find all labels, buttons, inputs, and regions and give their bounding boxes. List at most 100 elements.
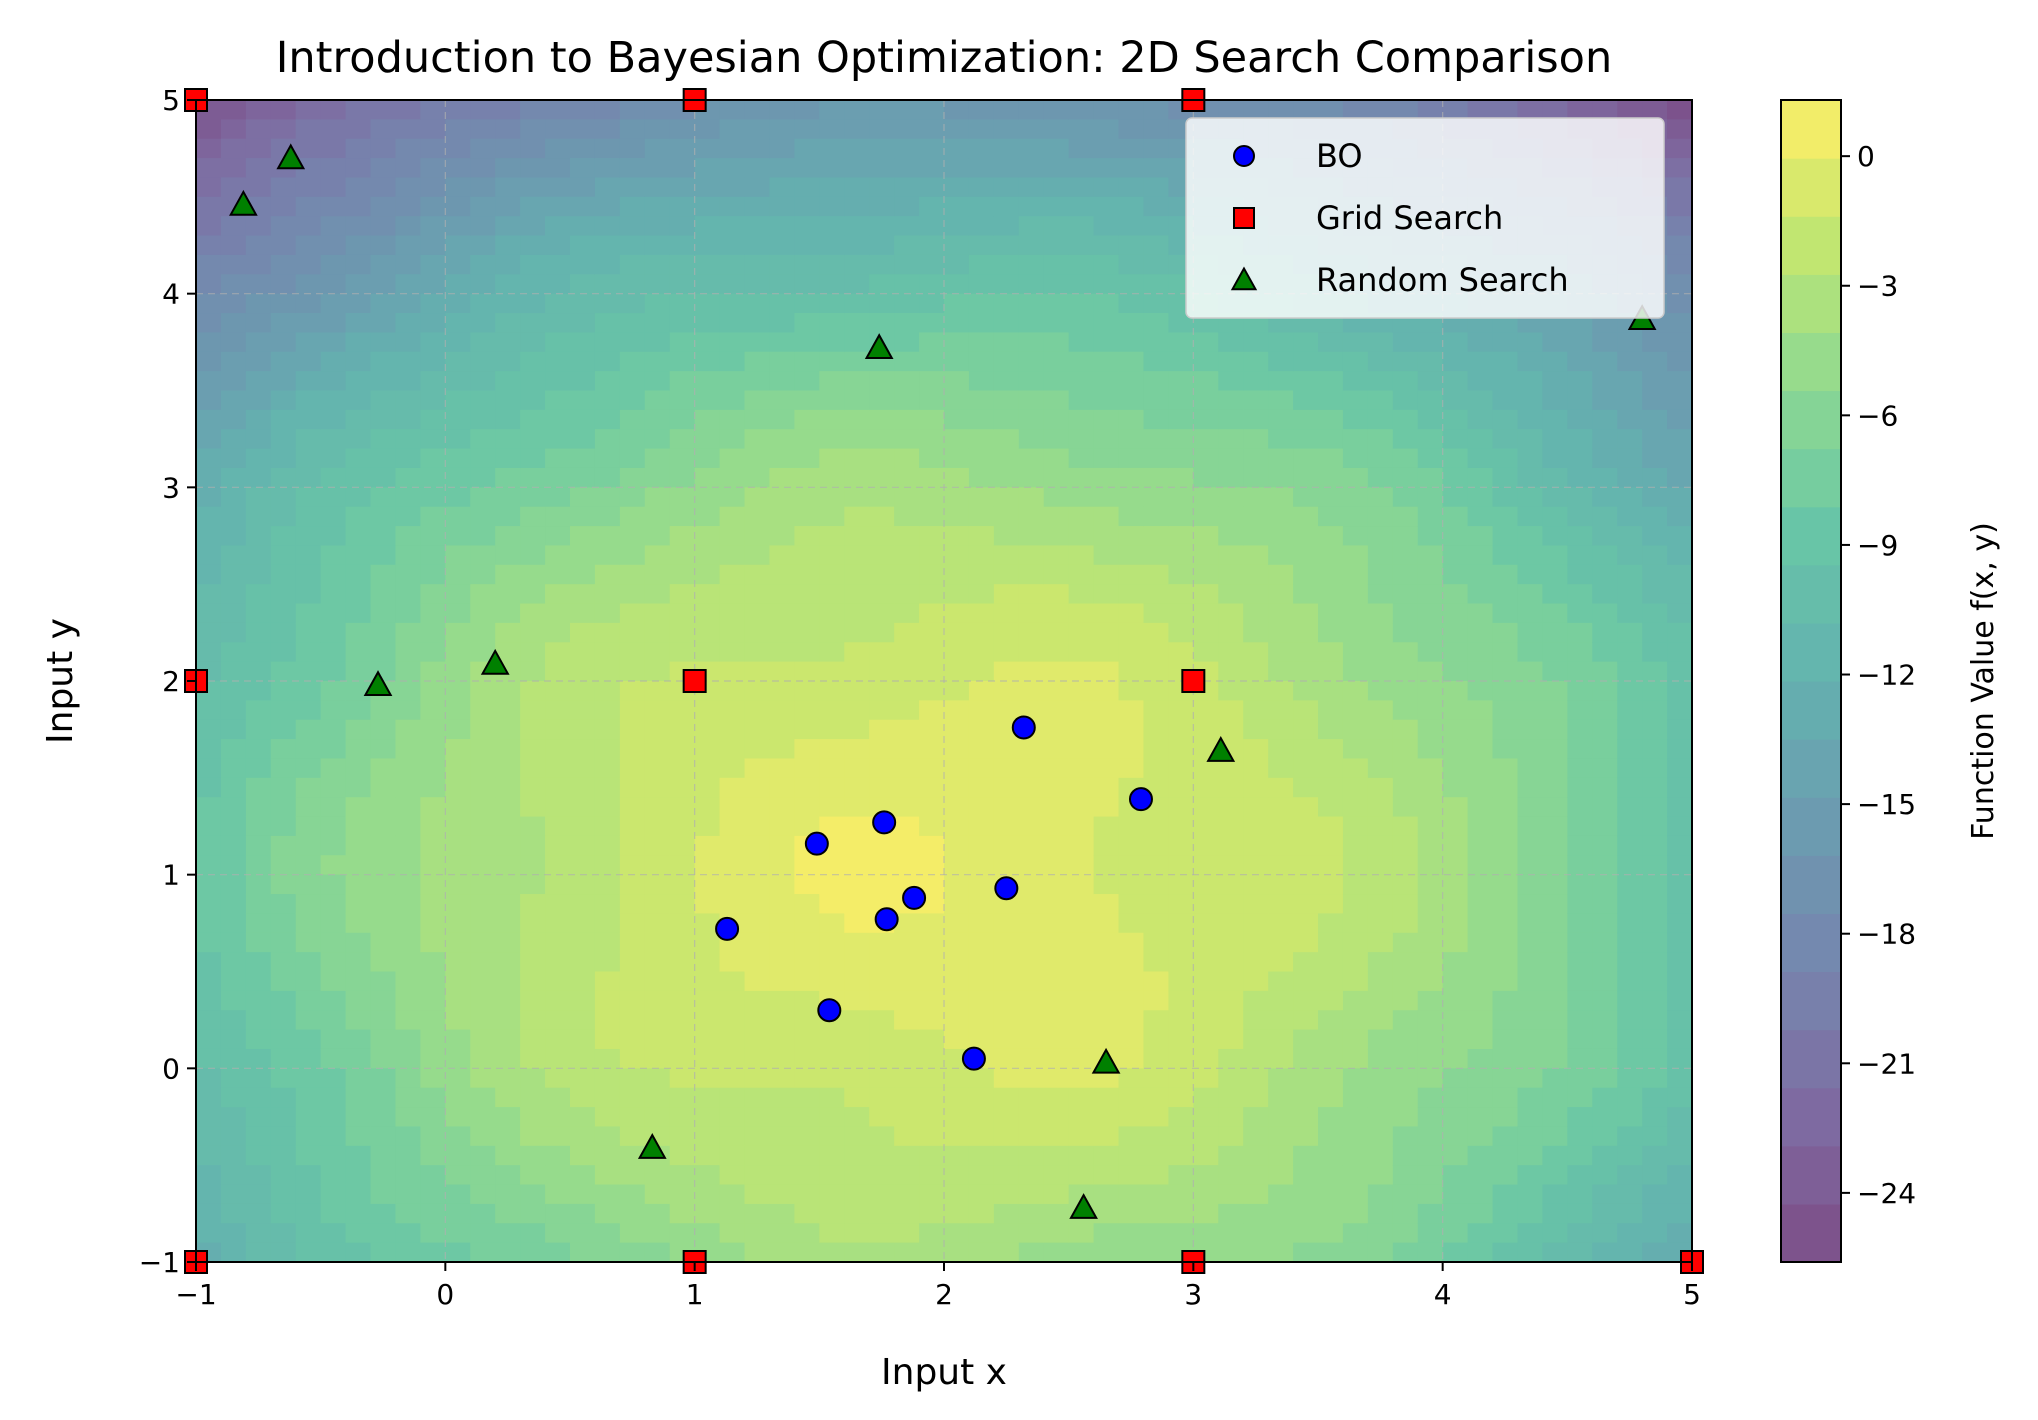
contour-cell bbox=[320, 100, 347, 120]
contour-cell bbox=[869, 874, 895, 895]
contour-cell bbox=[719, 1145, 746, 1166]
contour-cell bbox=[1093, 661, 1120, 682]
contour-cell bbox=[869, 622, 895, 643]
contour-cell bbox=[295, 913, 322, 934]
contour-cell bbox=[819, 874, 845, 895]
contour-cell bbox=[245, 971, 272, 992]
contour-cell bbox=[245, 681, 272, 701]
contour-cell bbox=[295, 371, 322, 392]
contour-cell bbox=[570, 254, 596, 275]
contour-cell bbox=[619, 177, 646, 198]
contour-cell bbox=[1268, 1242, 1294, 1262]
contour-cell bbox=[1342, 913, 1369, 934]
contour-cell bbox=[420, 661, 446, 682]
contour-cell bbox=[919, 158, 945, 179]
contour-cell bbox=[844, 313, 870, 333]
contour-cell bbox=[1018, 952, 1045, 973]
contour-cell bbox=[1642, 1165, 1668, 1186]
contour-cell bbox=[1068, 371, 1095, 392]
contour-cell bbox=[1342, 584, 1369, 605]
colorbar-band bbox=[1781, 1029, 1841, 1089]
contour-cell bbox=[570, 119, 596, 140]
contour-cell bbox=[520, 254, 546, 275]
contour-cell bbox=[968, 1242, 995, 1262]
contour-cell bbox=[993, 952, 1020, 973]
contour-cell bbox=[894, 1165, 920, 1186]
contour-cell bbox=[470, 235, 496, 256]
contour-cell bbox=[1392, 777, 1419, 798]
contour-cell bbox=[1068, 100, 1095, 120]
contour-cell bbox=[1243, 971, 1269, 992]
contour-cell bbox=[1268, 1126, 1294, 1147]
contour-cell bbox=[1342, 739, 1369, 760]
contour-cell bbox=[819, 429, 845, 450]
contour-cell bbox=[1517, 1242, 1543, 1262]
contour-cell bbox=[470, 1184, 496, 1205]
contour-cell bbox=[819, 216, 845, 237]
contour-cell bbox=[1567, 1242, 1593, 1262]
contour-cell bbox=[619, 274, 646, 295]
contour-cell bbox=[1367, 351, 1394, 372]
contour-cell bbox=[545, 816, 571, 837]
contour-cell bbox=[345, 816, 372, 837]
contour-cell bbox=[1043, 293, 1070, 314]
contour-cell bbox=[993, 971, 1020, 992]
contour-cell bbox=[420, 1184, 446, 1205]
contour-cell bbox=[944, 390, 970, 411]
contour-cell bbox=[270, 351, 297, 372]
contour-cell bbox=[1193, 351, 1219, 372]
contour-cell bbox=[570, 235, 596, 256]
contour-cell bbox=[1392, 642, 1419, 663]
contour-cell bbox=[1392, 1145, 1419, 1166]
contour-cell bbox=[270, 874, 297, 895]
contour-cell bbox=[420, 177, 446, 198]
contour-cell bbox=[594, 1165, 621, 1186]
contour-cell bbox=[993, 313, 1020, 333]
contour-cell bbox=[196, 1087, 222, 1108]
contour-cell bbox=[1018, 661, 1045, 682]
contour-cell bbox=[968, 816, 995, 837]
contour-cell bbox=[570, 990, 596, 1011]
contour-cell bbox=[520, 971, 546, 992]
contour-cell bbox=[370, 371, 397, 392]
contour-cell bbox=[1018, 584, 1045, 605]
contour-cell bbox=[1617, 1029, 1643, 1050]
contour-cell bbox=[520, 894, 546, 914]
contour-cell bbox=[1018, 874, 1045, 895]
contour-cell bbox=[719, 777, 746, 798]
contour-cell bbox=[619, 603, 646, 624]
contour-cell bbox=[669, 719, 696, 740]
contour-cell bbox=[1093, 1126, 1120, 1147]
contour-cell bbox=[196, 487, 222, 508]
contour-cell bbox=[1492, 351, 1519, 372]
contour-cell bbox=[1093, 797, 1120, 818]
contour-cell bbox=[769, 564, 795, 585]
contour-cell bbox=[345, 506, 372, 527]
contour-cell bbox=[844, 661, 870, 682]
contour-cell bbox=[470, 1165, 496, 1186]
contour-cell bbox=[1617, 1068, 1643, 1089]
contour-cell bbox=[520, 526, 546, 547]
contour-cell bbox=[1093, 952, 1120, 973]
contour-cell bbox=[1442, 719, 1469, 740]
contour-cell bbox=[1442, 874, 1469, 895]
contour-cell bbox=[744, 1029, 771, 1050]
contour-cell bbox=[1342, 990, 1369, 1011]
contour-cell bbox=[869, 1184, 895, 1205]
contour-cell bbox=[794, 1145, 820, 1166]
contour-cell bbox=[1417, 855, 1444, 876]
contour-cell bbox=[1293, 1165, 1319, 1186]
contour-cell bbox=[719, 1107, 746, 1128]
contour-cell bbox=[769, 177, 795, 198]
contour-cell bbox=[669, 1029, 696, 1050]
contour-cell bbox=[869, 177, 895, 198]
contour-cell bbox=[270, 1126, 297, 1147]
contour-cell bbox=[1567, 429, 1593, 450]
x-tick-label: 2 bbox=[935, 1278, 953, 1311]
contour-cell bbox=[1218, 894, 1244, 914]
legend-marker bbox=[1233, 207, 1255, 229]
contour-cell bbox=[1467, 758, 1494, 779]
contour-cell bbox=[944, 661, 970, 682]
contour-cell bbox=[445, 196, 471, 217]
contour-cell bbox=[495, 467, 521, 488]
